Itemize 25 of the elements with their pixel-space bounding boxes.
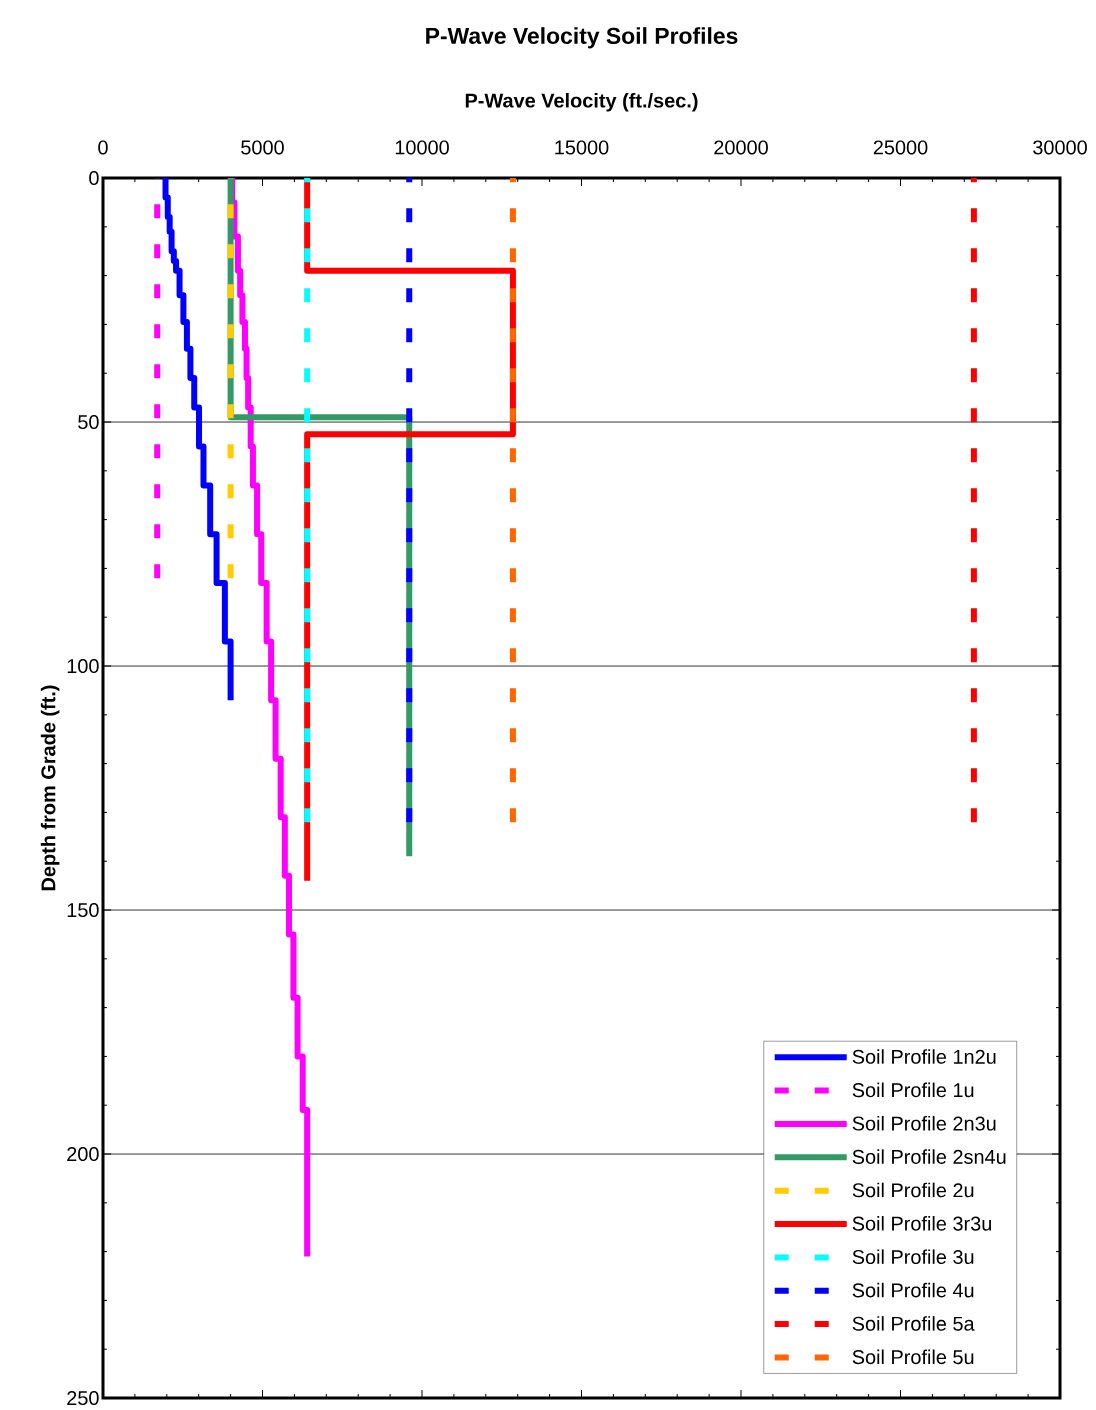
- legend-label: Soil Profile 3u: [852, 1249, 974, 1265]
- x-tick-label: 30000: [1033, 140, 1087, 155]
- legend-label: Soil Profile 1n2u: [852, 1049, 996, 1064]
- legend-label: Soil Profile 5u: [852, 1349, 974, 1365]
- x-tick-label: 25000: [873, 140, 928, 155]
- x-tick-label: 10000: [395, 140, 449, 155]
- legend-label: Soil Profile 3r3u: [852, 1216, 991, 1231]
- y-tick-label: 150: [67, 902, 99, 918]
- legend-label: Soil Profile 2u: [852, 1182, 974, 1198]
- y-tick-label: 200: [67, 1146, 99, 1162]
- legend-label: Soil Profile 1u: [852, 1082, 974, 1098]
- legend-label: Soil Profile 4u: [852, 1282, 974, 1298]
- y-tick-label: 100: [67, 658, 99, 674]
- legend-label: Soil Profile 5a: [852, 1316, 975, 1331]
- x-axis-title: P-Wave Velocity (ft./sec.): [465, 92, 698, 112]
- legend-label: Soil Profile 2sn4u: [852, 1149, 1006, 1164]
- x-tick-label: 20000: [714, 140, 768, 155]
- y-axis-title: Depth from Grade (ft.): [40, 685, 60, 891]
- y-tick-label: 0: [89, 170, 99, 186]
- x-tick-label: 5000: [241, 140, 284, 155]
- x-tick-label: 15000: [555, 140, 609, 155]
- y-tick-label: 50: [78, 414, 99, 430]
- y-tick-label: 250: [67, 1390, 99, 1406]
- chart-title: P-Wave Velocity Soil Profiles: [426, 27, 738, 49]
- legend-label: Soil Profile 2n3u: [852, 1115, 996, 1131]
